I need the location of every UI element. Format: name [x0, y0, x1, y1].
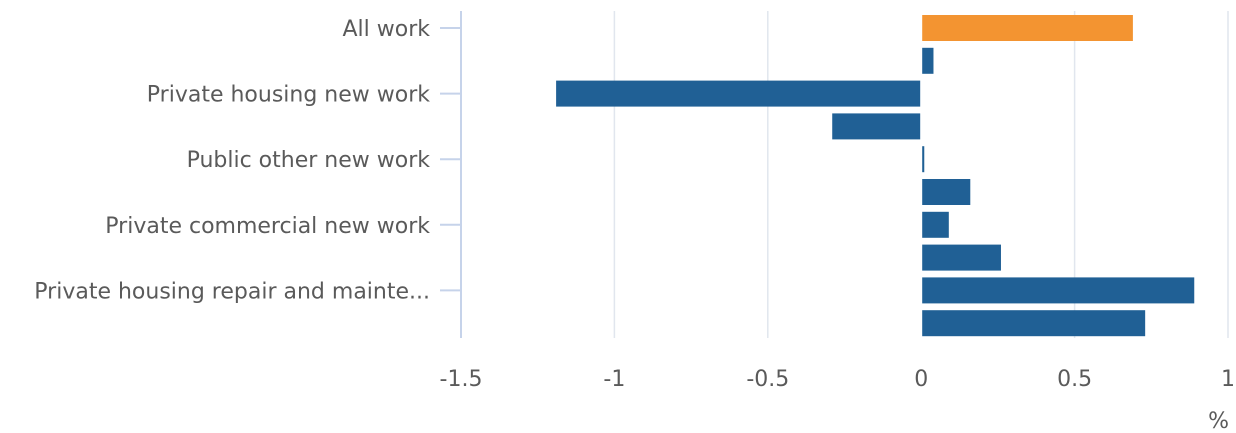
- x-tick-label: -1.5: [440, 367, 483, 392]
- grid-lines: [613, 11, 1229, 338]
- bar: [921, 179, 971, 205]
- x-tick-label: 0.5: [1057, 367, 1092, 392]
- bar: [921, 277, 1195, 304]
- category-label: All work: [342, 17, 430, 42]
- x-tick-label: 1: [1221, 367, 1235, 392]
- x-tick-label: -1: [603, 367, 625, 392]
- category-label: Public other new work: [187, 148, 431, 173]
- bar: [921, 211, 949, 238]
- category-label: Private housing new work: [147, 83, 430, 108]
- bar: [921, 47, 934, 74]
- category-label: Private commercial new work: [105, 214, 430, 239]
- bar: [921, 244, 1001, 271]
- x-axis-ticks: -1.5 -1 -0.5 0 0.5 1: [440, 367, 1235, 392]
- bars: [556, 15, 1195, 337]
- bar: [556, 80, 922, 107]
- bar-highlight: [921, 15, 1133, 41]
- bar: [921, 310, 1146, 337]
- bar: [921, 146, 925, 173]
- category-labels: All work Private housing new work Public o…: [34, 17, 461, 304]
- x-tick-label: 0: [914, 367, 928, 392]
- category-label: Private housing repair and mainte...: [34, 279, 430, 304]
- x-axis-unit-label: %: [1208, 409, 1229, 433]
- x-tick-label: -0.5: [746, 367, 789, 392]
- bar: [832, 113, 922, 140]
